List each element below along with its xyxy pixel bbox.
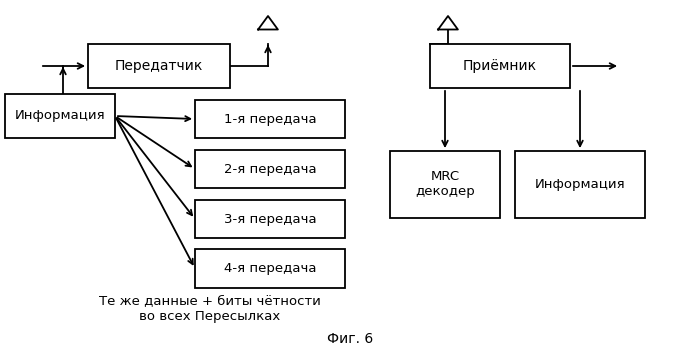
Bar (5, 94, 115, 138)
Bar (195, 249, 345, 288)
Text: Информация: Информация (15, 109, 106, 122)
Text: 1-я передача: 1-я передача (224, 112, 317, 126)
Bar (515, 151, 645, 218)
Bar (390, 151, 500, 218)
Text: Передатчик: Передатчик (115, 59, 203, 73)
Text: Приёмник: Приёмник (463, 59, 537, 73)
Bar (195, 100, 345, 138)
Text: 3-я передача: 3-я передача (224, 212, 317, 226)
Text: Фиг. 6: Фиг. 6 (327, 332, 373, 346)
Text: 2-я передача: 2-я передача (224, 163, 317, 175)
Text: Информация: Информация (535, 178, 626, 191)
Bar (430, 44, 570, 88)
Bar (88, 44, 230, 88)
Bar (195, 150, 345, 188)
Text: MRC
декодер: MRC декодер (415, 171, 475, 199)
Text: 4-я передача: 4-я передача (224, 262, 316, 275)
Text: во всех Пересылках: во всех Пересылках (139, 310, 280, 323)
Bar (195, 200, 345, 238)
Text: Те же данные + биты чётности: Те же данные + биты чётности (99, 294, 321, 307)
